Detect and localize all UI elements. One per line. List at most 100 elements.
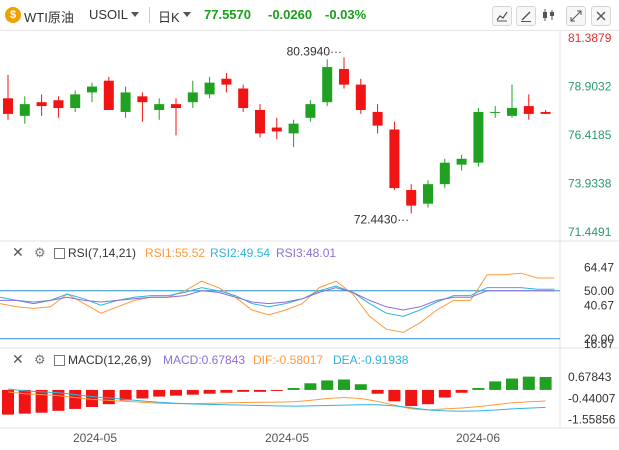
macd-tick-label: -0.44007 [568, 391, 616, 405]
candle-body [271, 127, 282, 132]
candle-body [154, 104, 165, 110]
candle-body [120, 92, 131, 112]
macd-histogram-bar [304, 383, 317, 390]
candle-body [187, 92, 198, 103]
macd-histogram-bar [2, 389, 14, 415]
macd-toggle-box-icon[interactable] [54, 355, 65, 366]
candle-body [221, 78, 232, 85]
macd-histogram-bar [119, 389, 132, 401]
macd-histogram-bar [506, 378, 518, 390]
candle-body [456, 158, 467, 165]
candle-body [490, 111, 501, 113]
candle-body [19, 104, 30, 116]
macd-histogram-bar [69, 389, 82, 409]
macd-histogram-bar [102, 389, 115, 405]
caret-down-icon[interactable] [183, 12, 191, 17]
candle-body [288, 123, 299, 134]
caret-down-icon[interactable] [131, 12, 139, 17]
dollar-coin-icon: $ [5, 7, 21, 23]
candles-icon[interactable] [540, 6, 558, 24]
rsi-series-line [0, 285, 555, 317]
candle-body [372, 111, 383, 126]
candle-body [255, 109, 265, 134]
candle-body [423, 184, 433, 204]
time-tick-label: 2024-05 [265, 431, 309, 445]
macd-series-line [7, 388, 546, 412]
candle-body [103, 80, 114, 110]
macd-histogram-bar [388, 389, 401, 402]
price-change-percent: -0.03% [325, 7, 367, 22]
macd-histogram-bar [35, 389, 48, 413]
candle-body [305, 104, 316, 118]
macd-header: ✕ ⚙ MACD(12,26,9) MACD:0.67843 DIF:-0.58… [0, 351, 560, 369]
candle-body [171, 104, 181, 109]
macd-histogram-bar [203, 389, 216, 394]
rsi-tick-label: 20.00 [584, 332, 614, 346]
draw-pencil-icon[interactable] [516, 6, 536, 26]
rsi-header: ✕ ⚙ RSI(7,14,21) RSI1:55.52 RSI2:49.54 R… [0, 244, 560, 262]
header-divider [149, 7, 150, 23]
settings-gear-icon[interactable]: ⚙ [34, 352, 46, 367]
dea-legend: DEA:-0.91938 [333, 353, 409, 367]
time-tick-label: 2024-06 [456, 431, 500, 445]
chart-header: $ WTI原油 USOIL 日K 77.5570 -0.0260 -0.03% [0, 0, 619, 31]
price-tick-label: 73.9338 [568, 177, 612, 191]
dif-legend: DIF:-0.58017 [253, 353, 324, 367]
candle-body [87, 86, 97, 93]
candle-body [339, 68, 349, 85]
last-price: 77.5570 [204, 7, 251, 22]
rsi-tick-label: 64.47 [584, 261, 614, 275]
fullscreen-icon[interactable] [566, 6, 586, 26]
rsi-tick-label: 16.67 [584, 337, 614, 351]
rsi2-legend: RSI2:49.54 [210, 246, 271, 260]
macd-histogram-bar [338, 379, 350, 390]
macd-histogram-bar [405, 389, 418, 407]
candle-body [439, 162, 450, 185]
macd-histogram-bar [354, 384, 367, 390]
candle-body [137, 96, 148, 103]
macd-histogram-bar [321, 380, 334, 390]
macd-histogram-bar [18, 389, 31, 414]
symbol-name[interactable]: WTI原油 [24, 10, 74, 25]
candle-body [53, 100, 64, 109]
close-icon[interactable] [591, 6, 611, 26]
rsi-toggle-box-icon[interactable] [54, 248, 65, 259]
candle-body [70, 94, 81, 109]
candle-body [3, 98, 13, 114]
candle-body [204, 82, 215, 95]
macd-histogram-bar [472, 388, 485, 390]
candle-body [540, 111, 551, 114]
line-chart-icon[interactable] [492, 6, 512, 26]
macd-tick-label: -1.55856 [568, 413, 616, 427]
macd-series-line [7, 391, 546, 411]
rsi-title: RSI(7,14,21) [68, 246, 137, 260]
macd-histogram-bar [153, 389, 166, 397]
candle-body [355, 84, 366, 110]
candle-body [238, 88, 249, 109]
candle-body [507, 108, 517, 116]
price-tick-label: 81.3879 [568, 31, 612, 45]
macd-histogram-bar [422, 389, 434, 405]
macd-histogram-bar [186, 389, 199, 395]
candle-body [523, 106, 534, 114]
price-change: -0.0260 [268, 7, 313, 22]
macd-value-legend: MACD:0.67843 [163, 353, 246, 367]
timeframe-selector[interactable]: 日K [158, 10, 180, 25]
collapse-x-icon[interactable]: ✕ [12, 351, 24, 367]
macd-histogram-bar [438, 389, 451, 398]
candle-body [406, 190, 417, 206]
candle-body [473, 111, 484, 163]
price-tick-label: 71.4491 [568, 225, 612, 239]
candle-body [36, 102, 47, 107]
symbol-code[interactable]: USOIL [89, 7, 129, 22]
candle-body [389, 129, 400, 189]
collapse-x-icon[interactable]: ✕ [12, 244, 24, 260]
macd-histogram-bar [287, 388, 300, 390]
high-annotation: 80.3940··· [287, 44, 342, 58]
macd-histogram-bar [539, 377, 552, 390]
candle-body [322, 67, 333, 103]
rsi1-legend: RSI1:55.52 [145, 246, 206, 260]
settings-gear-icon[interactable]: ⚙ [34, 245, 46, 260]
rsi-series-line [0, 287, 555, 311]
